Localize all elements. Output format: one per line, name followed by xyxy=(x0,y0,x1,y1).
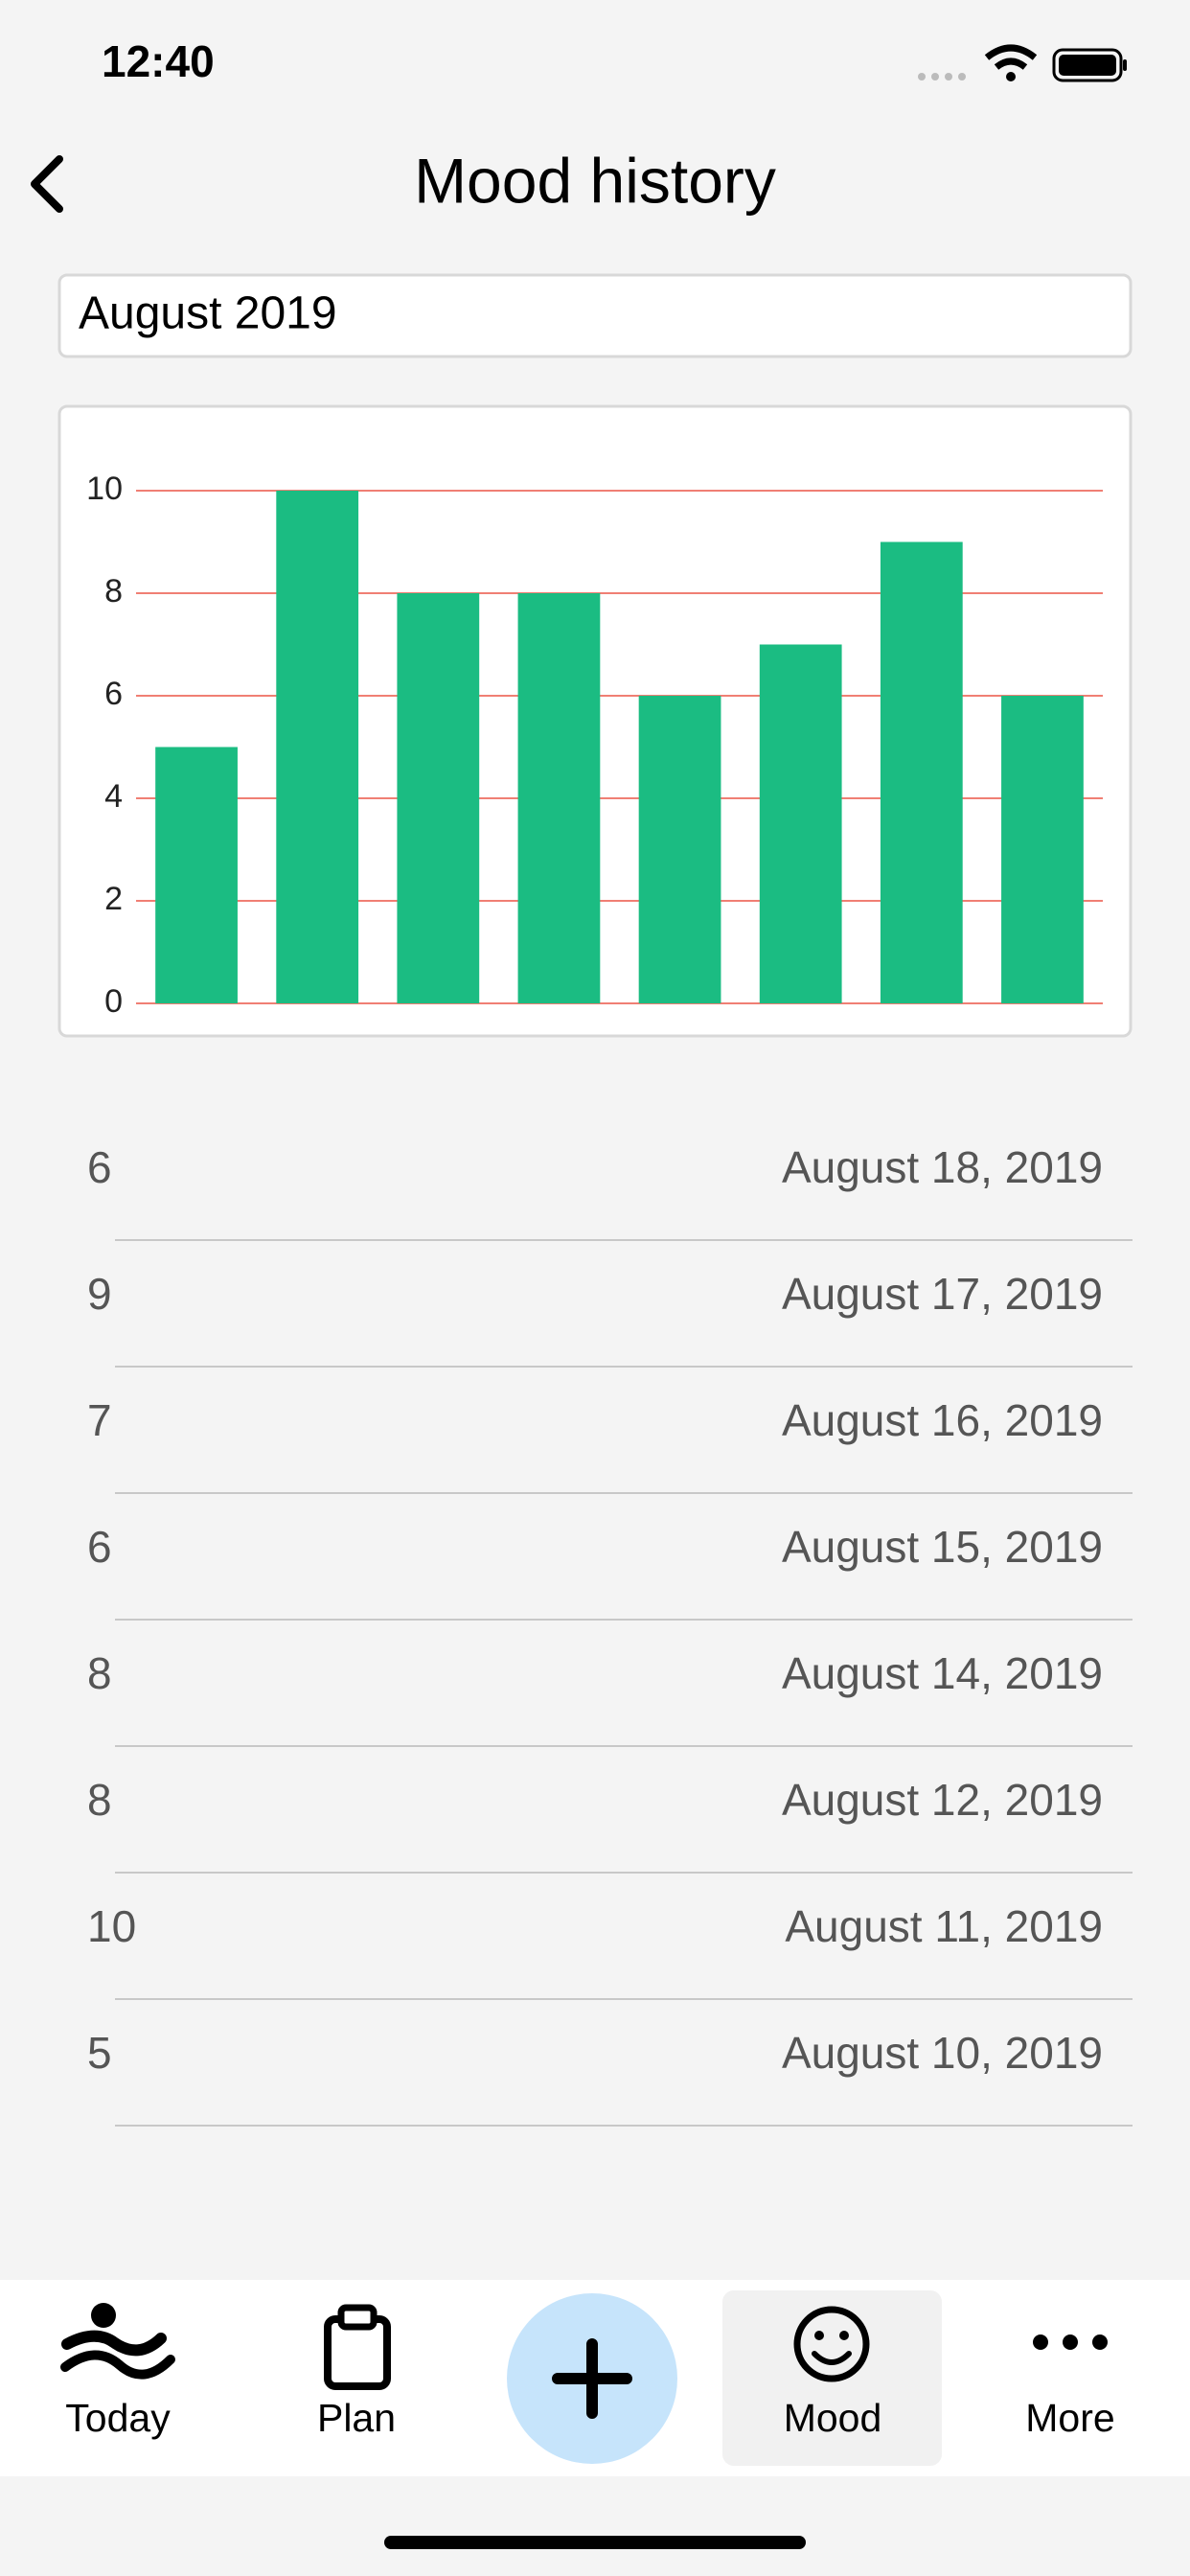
page-title: Mood history xyxy=(414,145,776,216)
tab-label[interactable]: Today xyxy=(65,2396,171,2440)
mood-entry[interactable]: 7 August 16, 2019 xyxy=(87,1395,1133,1494)
entry-date: August 15, 2019 xyxy=(782,1522,1103,1572)
mood-entry[interactable]: 5 August 10, 2019 xyxy=(87,2028,1133,2127)
entry-value: 7 xyxy=(87,1395,112,1445)
bar xyxy=(759,644,842,1003)
entry-value: 8 xyxy=(87,1648,112,1698)
entry-date: August 14, 2019 xyxy=(782,1648,1103,1698)
tab-icon-more xyxy=(1033,2334,1108,2350)
entry-date: August 17, 2019 xyxy=(782,1269,1103,1319)
bar xyxy=(397,593,480,1003)
y-tick-label: 0 xyxy=(104,983,123,1020)
y-tick-label: 2 xyxy=(104,881,123,917)
bar xyxy=(276,491,359,1003)
tab-label[interactable]: Mood xyxy=(784,2396,882,2440)
tab-icon-today xyxy=(60,2303,175,2380)
y-tick-label: 6 xyxy=(104,676,123,712)
entry-value: 5 xyxy=(87,2028,112,2078)
bar xyxy=(155,747,238,1003)
home-indicator xyxy=(384,2536,806,2549)
mood-entry[interactable]: 8 August 14, 2019 xyxy=(87,1648,1133,1747)
tab-icon-mood xyxy=(793,2306,870,2382)
back-button[interactable] xyxy=(31,155,63,213)
mood-entry[interactable]: 6 August 18, 2019 xyxy=(87,1142,1133,1241)
bar xyxy=(638,696,721,1003)
entry-value: 9 xyxy=(87,1269,112,1319)
bar xyxy=(1001,696,1084,1003)
tab-icon-plan xyxy=(324,2304,391,2390)
status-time: 12:40 xyxy=(102,36,215,86)
entry-date: August 18, 2019 xyxy=(782,1142,1103,1192)
add-button[interactable] xyxy=(507,2293,677,2464)
y-tick-label: 8 xyxy=(104,573,123,610)
mood-entry[interactable]: 9 August 17, 2019 xyxy=(87,1269,1133,1368)
mood-list: 6 August 18, 2019 9 August 17, 2019 7 August … xyxy=(87,1142,1133,2127)
bar xyxy=(517,593,601,1003)
mood-entry[interactable]: 10 August 11, 2019 xyxy=(87,1901,1133,2000)
y-tick-label: 4 xyxy=(104,778,123,815)
bar xyxy=(880,541,963,1003)
tab-label[interactable]: Plan xyxy=(317,2396,396,2440)
entry-date: August 16, 2019 xyxy=(782,1395,1103,1445)
month-picker[interactable] xyxy=(57,273,1133,358)
entry-value: 8 xyxy=(87,1775,112,1825)
entry-date: August 12, 2019 xyxy=(782,1775,1103,1825)
tab-label[interactable]: More xyxy=(1025,2396,1114,2440)
entry-date: August 11, 2019 xyxy=(785,1901,1103,1951)
entry-date: August 10, 2019 xyxy=(782,2028,1103,2078)
status-icons xyxy=(918,44,1127,82)
y-tick-label: 10 xyxy=(86,471,123,507)
entry-value: 10 xyxy=(87,1901,136,1951)
month-value: August 2019 xyxy=(79,288,337,339)
entry-value: 6 xyxy=(87,1522,112,1572)
mood-entry[interactable]: 6 August 15, 2019 xyxy=(87,1522,1133,1621)
mood-entry[interactable]: 8 August 12, 2019 xyxy=(87,1775,1133,1874)
chart: 0 2 4 6 8 10 xyxy=(86,471,1103,1020)
tab-labels: Today Plan Mood More xyxy=(65,2396,1114,2440)
entry-value: 6 xyxy=(87,1142,112,1192)
